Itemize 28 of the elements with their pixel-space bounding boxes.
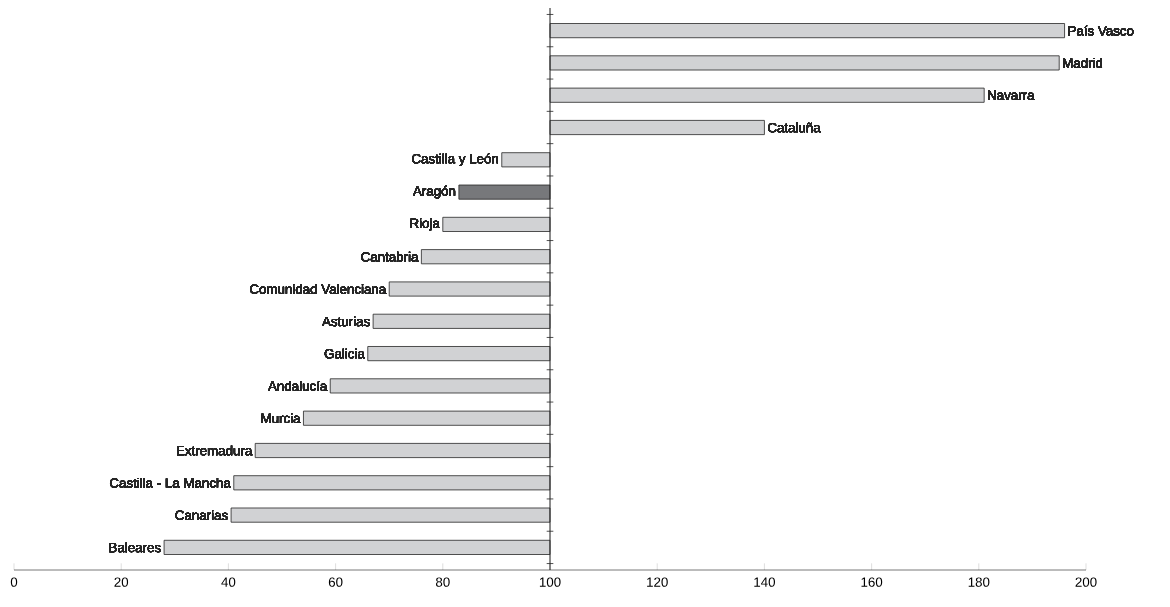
- x-tick-label: 60: [328, 577, 343, 587]
- y-tick-label: Canarias: [175, 510, 228, 520]
- y-tick-label: Aragón: [412, 185, 456, 199]
- x-tick-label: 100: [539, 577, 561, 587]
- y-tick-label: Galicia: [324, 348, 365, 359]
- y-tick-label: Castilla - La Mancha: [109, 477, 231, 488]
- x-tick-label: 140: [754, 577, 776, 587]
- x-tick-label: 160: [861, 577, 883, 587]
- y-tick-label: Extremadura: [177, 445, 253, 456]
- x-tick-label: 40: [221, 577, 236, 587]
- y-tick-label: Cantabria: [361, 251, 419, 262]
- y-tick-label: Andalucía: [268, 380, 328, 391]
- y-tick-label: Rioja: [410, 218, 440, 231]
- y-tick-label: País Vasco: [1068, 25, 1134, 36]
- y-tick-label: Madrid: [1063, 58, 1103, 68]
- y-tick-label: Cataluña: [768, 122, 821, 133]
- x-tick-label: 80: [435, 577, 450, 587]
- x-tick-label: 180: [968, 577, 990, 587]
- y-tick-label: Castilla y León: [412, 153, 498, 167]
- x-tick-label: 0: [10, 577, 18, 587]
- y-tick-label: Murcia: [261, 413, 301, 424]
- y-tick-label: Asturias: [322, 316, 370, 327]
- x-tick-label: 200: [1075, 577, 1097, 587]
- y-tick-label: Baleares: [109, 542, 161, 553]
- x-tick-label: 20: [114, 577, 129, 587]
- x-tick-label: 120: [647, 577, 668, 587]
- y-tick-label: Comunidad Valenciana: [250, 284, 387, 294]
- y-tick-label: Navarra: [988, 90, 1035, 100]
